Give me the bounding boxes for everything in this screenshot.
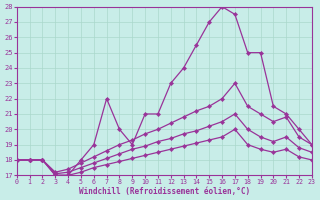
X-axis label: Windchill (Refroidissement éolien,°C): Windchill (Refroidissement éolien,°C) [79,187,250,196]
